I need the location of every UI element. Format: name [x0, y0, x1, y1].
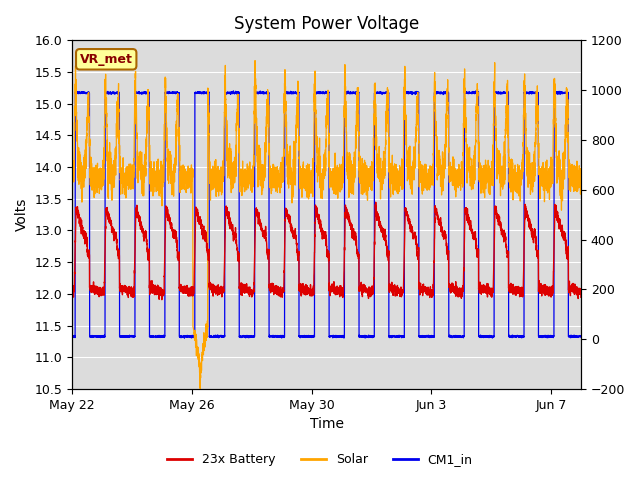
X-axis label: Time: Time — [310, 418, 344, 432]
Legend: 23x Battery, Solar, CM1_in: 23x Battery, Solar, CM1_in — [163, 448, 477, 471]
Text: VR_met: VR_met — [80, 53, 132, 66]
Y-axis label: Volts: Volts — [15, 198, 29, 231]
Title: System Power Voltage: System Power Voltage — [234, 15, 419, 33]
